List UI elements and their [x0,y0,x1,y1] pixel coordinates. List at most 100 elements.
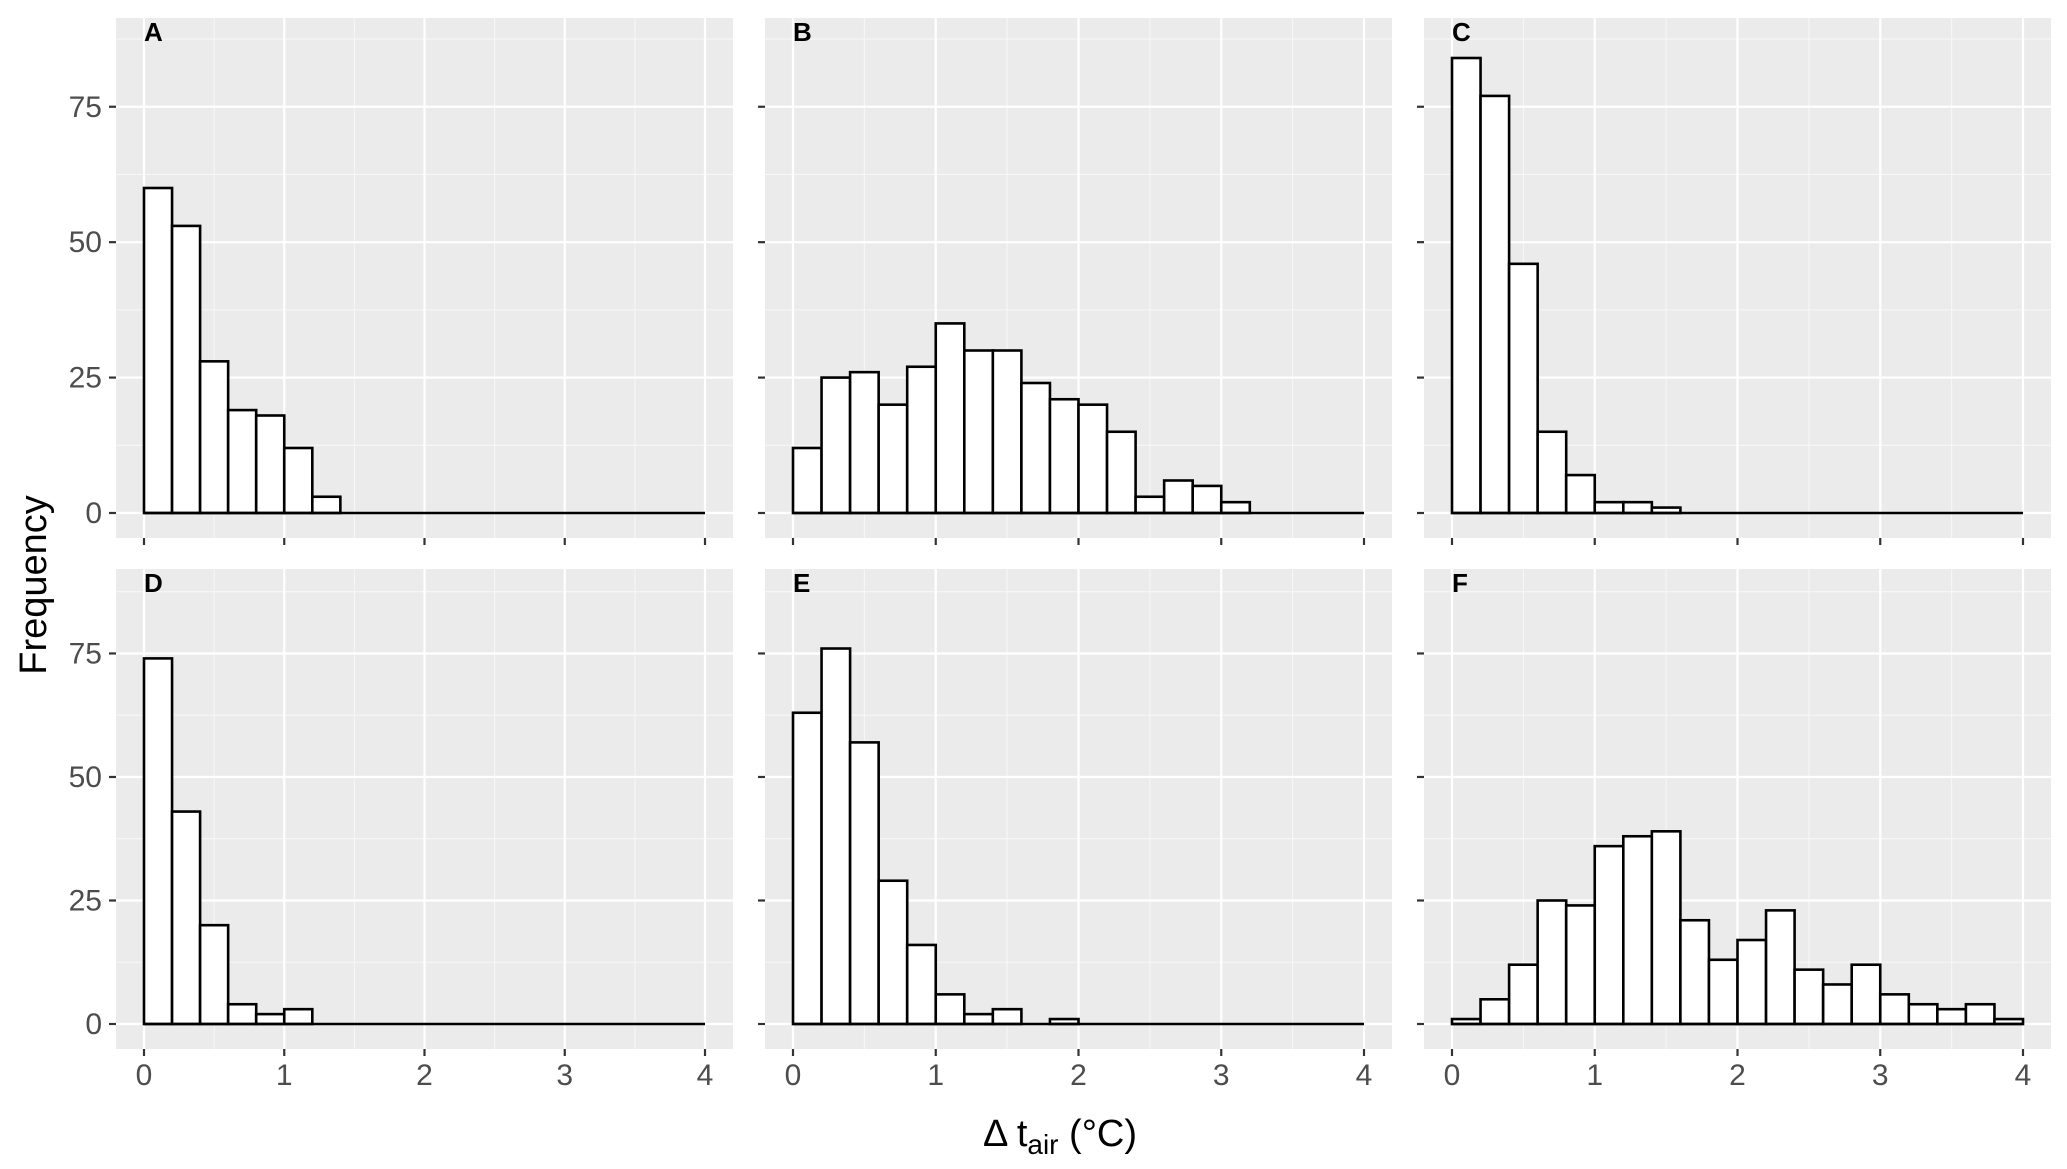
histogram-bar [1020,381,1052,515]
y-tick-label: 0 [85,497,102,530]
x-tick-label: 3 [1872,1059,1889,1092]
histogram-bar [254,414,286,515]
panel-e: E 0 1 2 3 4 [758,568,1392,1092]
panel-label: B [793,17,812,47]
panels-group: A 0 25 50 75 B C D 0 25 50 75 0 1 2 3 4 E 0 1 2 3 4 F 0 1 2 3 4 [69,17,2051,1092]
histogram-bar [1564,904,1597,1026]
histogram-bar [1191,484,1223,515]
histogram-bar [1736,938,1768,1026]
histogram-bar [991,349,1023,515]
x-tick-label: 2 [1070,1059,1087,1092]
histogram-bar [1105,430,1137,515]
histogram-bar [1707,958,1739,1026]
histogram-bar [226,408,258,515]
histogram-bar [791,711,823,1026]
histogram-bar [1507,963,1539,1026]
x-axis-title-subscript: air [1027,1129,1058,1160]
histogram-bar [1764,909,1796,1026]
panel-b: B [758,17,1392,545]
histogram-bar [1793,968,1825,1026]
histogram-bar [1479,997,1511,1026]
panel-label: D [144,568,163,598]
y-tick-label: 0 [85,1008,102,1041]
x-axis-title-unit: (°C) [1059,1113,1138,1155]
histogram-bar [1679,918,1711,1026]
x-tick-label: 0 [785,1059,802,1092]
x-tick-label: 2 [1729,1059,1746,1092]
x-tick-label: 3 [1213,1059,1230,1092]
histogram-bar [1622,834,1654,1026]
x-tick-label: 0 [1444,1059,1461,1092]
panel-a: A 0 25 50 75 [69,17,733,545]
histogram-bar [1650,830,1682,1026]
histogram-bar [905,365,938,515]
histogram-bar [877,879,909,1026]
histogram-bar [198,360,230,515]
histogram-bar [1936,1007,1968,1026]
x-tick-label: 4 [697,1059,714,1092]
histogram-bar [934,993,966,1026]
histogram-bar [1593,844,1625,1026]
histogram-bar [254,1012,286,1026]
panel-label: F [1452,568,1468,598]
histogram-bar [310,495,342,515]
panel-label: E [793,568,810,598]
histogram-bar [934,322,966,515]
x-tick-label: 1 [276,1059,293,1092]
y-tick-label: 25 [69,362,102,395]
histogram-bar [1219,500,1252,515]
x-axis-title-main: Δ t [983,1113,1028,1155]
panel-f: F 0 1 2 3 4 [1417,568,2051,1092]
histogram-bar [1048,397,1080,515]
histogram-bar [1077,403,1109,515]
histogram-bar [848,370,880,515]
histogram-bar [1162,479,1195,515]
histogram-bar [1134,495,1166,515]
histogram-bar [820,376,852,515]
x-tick-label: 4 [1356,1059,1373,1092]
histogram-bar [991,1007,1023,1026]
histogram-bar [1821,983,1854,1026]
y-tick-label: 50 [69,226,102,259]
histogram-bar [1536,899,1568,1026]
histogram-bar [1878,993,1911,1026]
x-tick-label: 1 [1586,1059,1603,1092]
histogram-bar [1507,262,1539,515]
histogram-bar [877,403,909,515]
histogram-bar [1964,1002,1996,1026]
histogram-bar [1479,94,1511,515]
histogram-bar [1907,1002,1939,1026]
histogram-bar [198,923,230,1026]
histogram-bar [962,1012,995,1026]
histogram-bar [1622,500,1654,515]
x-tick-label: 4 [2015,1059,2032,1092]
x-tick-label: 1 [927,1059,944,1092]
histogram-bar [282,446,314,515]
histogram-bar [848,741,880,1026]
histogram-bar [962,349,995,515]
histogram-bar [142,186,174,515]
histogram-bar [1850,963,1882,1026]
histogram-bar [1536,430,1568,515]
y-tick-label: 50 [69,761,102,794]
histogram-bar [170,810,202,1026]
histogram-bar [1450,56,1482,515]
x-tick-label: 0 [136,1059,153,1092]
panel-label: C [1452,17,1471,47]
histogram-bar [170,224,202,515]
histogram-bar [820,647,852,1026]
histogram-bar [1593,500,1625,515]
panel-label: A [144,17,163,47]
histogram-bar [905,943,938,1026]
x-axis-title: Δ tair (°C) [983,1113,1137,1160]
x-tick-label: 2 [416,1059,433,1092]
x-tick-label: 3 [556,1059,573,1092]
panel-d: D 0 25 50 75 0 1 2 3 4 [69,568,733,1092]
y-axis-title: Frequency [13,495,55,675]
y-tick-label: 75 [69,637,102,670]
y-tick-label: 25 [69,884,102,917]
y-tick-label: 75 [69,91,102,124]
histogram-bar [791,446,823,515]
panel-c: C [1417,17,2051,545]
